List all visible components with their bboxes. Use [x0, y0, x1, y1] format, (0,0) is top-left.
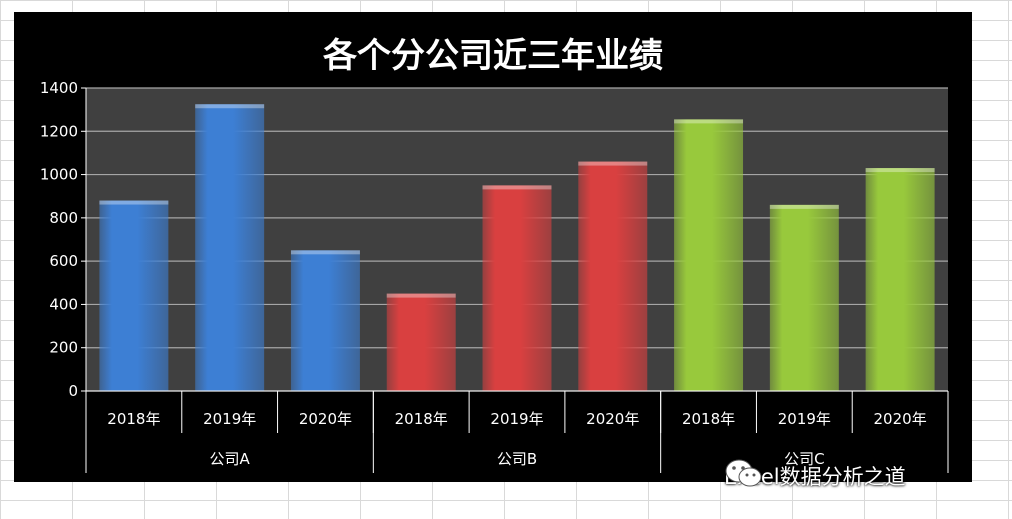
chart-title: 各个分公司近三年业绩 — [323, 36, 663, 76]
x-category-label: 2018年 — [395, 410, 448, 428]
bar — [769, 204, 839, 391]
bar — [290, 250, 360, 391]
bar — [386, 293, 456, 391]
bar — [482, 185, 552, 391]
bar — [674, 119, 744, 391]
y-tick-label: 1400 — [40, 79, 78, 97]
y-tick-label: 800 — [49, 209, 78, 227]
watermark: Excel数据分析之道 — [724, 458, 906, 494]
x-category-label: 2018年 — [107, 410, 160, 428]
bar-top-highlight — [386, 293, 456, 298]
y-tick-label: 400 — [49, 295, 78, 313]
bar-top-highlight — [578, 161, 648, 166]
x-category-label: 2019年 — [490, 410, 543, 428]
bar — [99, 200, 169, 391]
bar-top-highlight — [769, 204, 839, 209]
chart-svg: 0 200 400 600 800 1000 1200 1400 2018年 2019年 2020年… — [40, 79, 949, 473]
x-category-label: 2020年 — [586, 410, 639, 428]
chart-area[interactable]: 各个分公司近三年业绩 0 200 400 600 800 1000 1200 1400 2018… — [14, 12, 972, 482]
bar — [195, 104, 265, 391]
x-group-label: 公司B — [497, 450, 537, 468]
bar-top-highlight — [865, 168, 935, 173]
bar-top-highlight — [99, 200, 169, 205]
x-category-label: 2019年 — [778, 410, 831, 428]
x-group-label: 公司C — [784, 450, 824, 468]
bar-top-highlight — [674, 119, 744, 124]
x-category-label: 2018年 — [682, 410, 735, 428]
bar-top-highlight — [290, 250, 360, 255]
wechat-icon — [725, 459, 762, 487]
x-category-label: 2020年 — [874, 410, 927, 428]
y-tick-label: 600 — [49, 252, 78, 270]
y-tick-label: 200 — [49, 339, 78, 357]
y-tick-label: 1000 — [40, 166, 78, 184]
y-tick-label: 1200 — [40, 122, 78, 140]
y-tick-label: 0 — [68, 382, 78, 400]
x-category-label: 2020年 — [299, 410, 352, 428]
x-group-label: 公司A — [210, 450, 251, 468]
bar — [865, 168, 935, 391]
bar-top-highlight — [195, 104, 265, 109]
bar — [578, 161, 648, 391]
bar-top-highlight — [482, 185, 552, 190]
x-category-label: 2019年 — [203, 410, 256, 428]
